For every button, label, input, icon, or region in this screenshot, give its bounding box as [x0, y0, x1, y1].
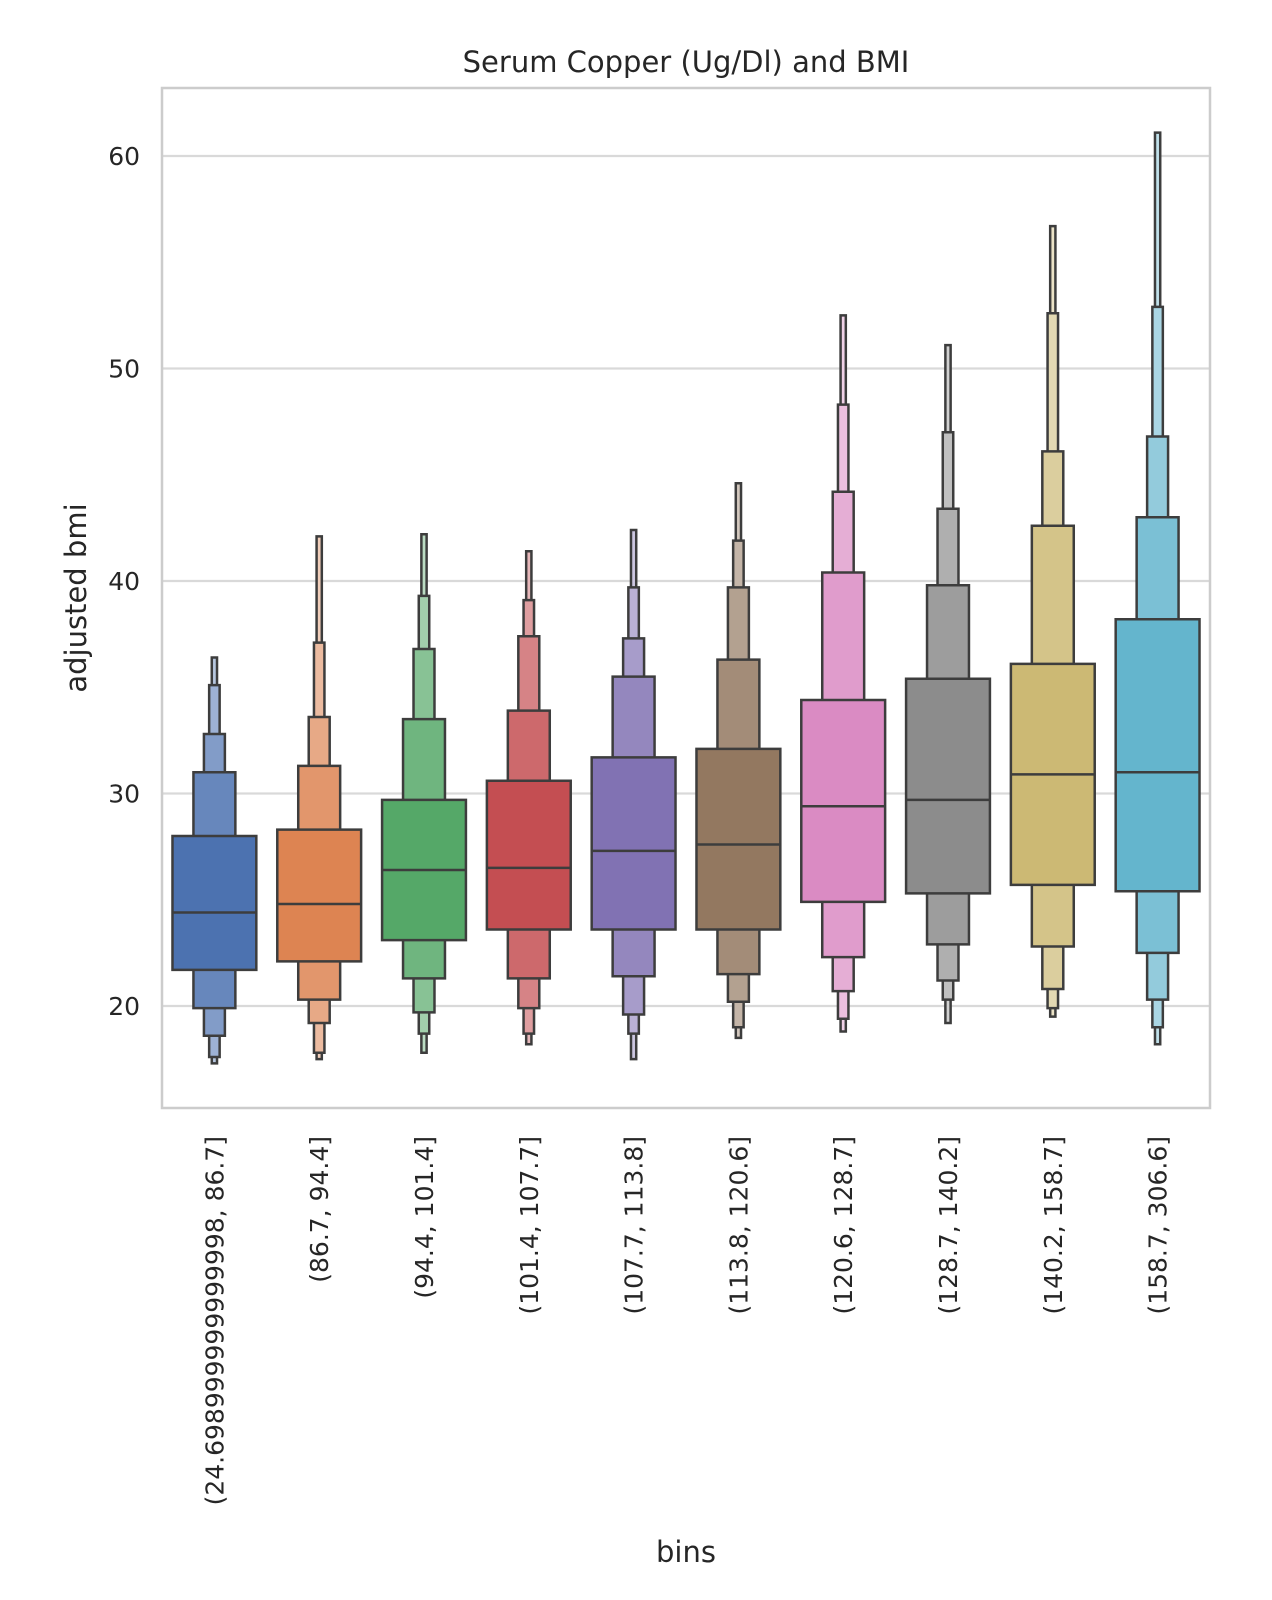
- boxen-group: [695, 482, 782, 1040]
- boxen-box: [904, 677, 992, 895]
- x-tick-label: (140.2, 158.7]: [1039, 1136, 1068, 1315]
- boxen-group: [485, 550, 572, 1046]
- x-tick-labels: (24.698999999999998, 86.7] (86.7, 94.4] (9…: [200, 1136, 1172, 1505]
- x-tick-label: (120.6, 128.7]: [829, 1136, 858, 1315]
- y-tick-label: 60: [108, 142, 140, 171]
- plot-frame: [160, 86, 1212, 1110]
- x-tick-label: (113.8, 120.6]: [724, 1136, 753, 1315]
- y-tick-label: 30: [108, 780, 140, 809]
- y-tick-label: 40: [108, 567, 140, 596]
- y-tick-label: 20: [108, 992, 140, 1021]
- x-tick-label: (94.4, 101.4]: [410, 1136, 439, 1299]
- boxen-box: [800, 698, 887, 904]
- boxen-group: [276, 535, 363, 1061]
- boxen-group: [380, 533, 468, 1054]
- boxen-box: [171, 834, 258, 972]
- boxen-group: [904, 343, 992, 1025]
- boxen-group: [171, 656, 258, 1065]
- boxen-group: [800, 314, 887, 1033]
- x-tick-label: (128.7, 140.2]: [934, 1136, 963, 1315]
- boxen-box: [1114, 618, 1201, 893]
- boxen-box: [276, 828, 363, 963]
- x-tick-label: (24.698999999999998, 86.7]: [200, 1136, 229, 1505]
- boxen-box: [485, 779, 572, 931]
- x-tick-label: (101.4, 107.7]: [515, 1136, 544, 1315]
- y-tick-labels: 20 30 40 50 60: [108, 142, 140, 1021]
- chart-title: Serum Copper (Ug/Dl) and BMI: [463, 45, 910, 79]
- y-axis-label: adjusted bmi: [59, 503, 93, 692]
- x-tick-label: (86.7, 94.4]: [305, 1136, 334, 1283]
- boxen-box: [695, 747, 782, 931]
- boxen-group: [590, 528, 677, 1061]
- x-axis-label: bins: [656, 1535, 716, 1569]
- boxes-layer: [171, 131, 1201, 1065]
- x-tick-label: (158.7, 306.6]: [1144, 1136, 1173, 1315]
- boxen-box: [590, 756, 677, 931]
- y-tick-label: 50: [108, 355, 140, 384]
- boxen-group: [1009, 224, 1096, 1018]
- boxen-group: [1114, 131, 1201, 1046]
- x-tick-label: (107.7, 113.8]: [620, 1136, 649, 1315]
